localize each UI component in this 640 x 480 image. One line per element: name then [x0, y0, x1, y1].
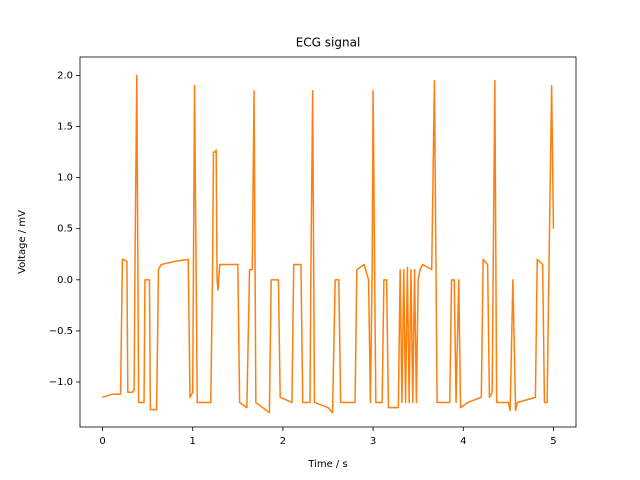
x-tick-label: 5: [550, 436, 556, 447]
y-tick-label: −1.0: [49, 377, 73, 388]
signal-line: [102, 74, 555, 414]
x-axis-label: Time / s: [307, 459, 347, 470]
x-tick-label: 3: [370, 436, 376, 447]
x-tick-label: 1: [190, 436, 196, 447]
plot-frame: [79, 56, 577, 428]
y-tick-label: 0.5: [57, 224, 73, 235]
x-tick-label: 2: [280, 436, 286, 447]
y-tick-label: 1.0: [57, 173, 73, 184]
x-tick-label: 0: [99, 436, 105, 447]
y-tick-label: 2.0: [57, 70, 73, 81]
y-tick-label: 0.0: [57, 275, 73, 286]
y-tick-label: 1.5: [57, 122, 73, 133]
y-tick-label: −0.5: [49, 326, 73, 337]
x-tick-label: 4: [460, 436, 466, 447]
chart-title: ECG signal: [296, 36, 361, 50]
y-axis-label: Voltage / mV: [17, 210, 28, 274]
